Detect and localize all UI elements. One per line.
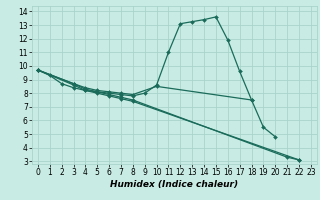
X-axis label: Humidex (Indice chaleur): Humidex (Indice chaleur) — [110, 180, 238, 189]
